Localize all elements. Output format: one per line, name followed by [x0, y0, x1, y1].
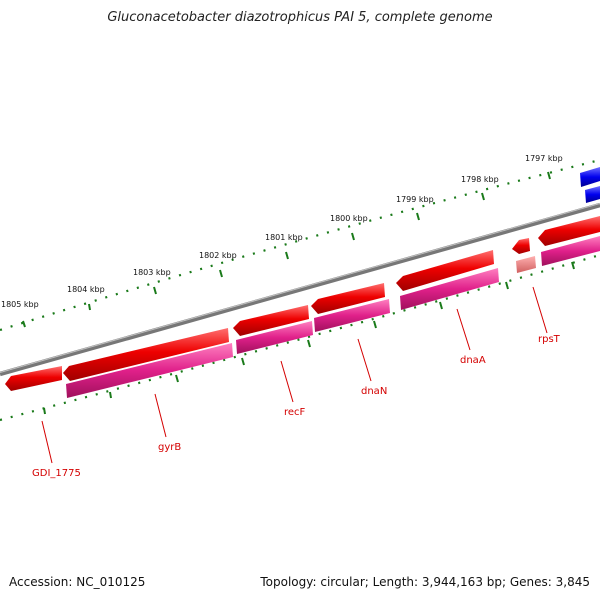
- map-title: Gluconacetobacter diazotrophicus PAI 5, …: [107, 10, 493, 25]
- accession-text: Accession: NC_010125: [9, 575, 146, 589]
- scale-label-1797: 1797 kbp: [525, 154, 563, 163]
- gene-arrow-dnan[interactable]: [311, 283, 385, 314]
- gene-label-dnaa: dnaA: [460, 355, 486, 366]
- gene-leader-lines: [41, 286, 548, 464]
- gene-label-gdi-1775: GDI_1775: [32, 468, 81, 479]
- gene-label-gyrb: gyrB: [158, 442, 181, 453]
- gene-arrow-rpst[interactable]: [512, 238, 530, 254]
- inner-scale-track: [0, 253, 600, 422]
- gene-arrow-dnaa[interactable]: [396, 250, 494, 291]
- blue-feature-lower[interactable]: [585, 186, 600, 203]
- scale-label-1803: 1803 kbp: [133, 268, 171, 277]
- gene-arrow-gdi-1775[interactable]: [5, 366, 62, 391]
- scale-label-1799: 1799 kbp: [396, 195, 434, 204]
- gene-arrow-recf[interactable]: [233, 305, 309, 336]
- blue-feature-upper[interactable]: [580, 167, 600, 187]
- gene-arrow-gyrb[interactable]: [63, 328, 229, 381]
- cds-arrow-right-edge[interactable]: [541, 236, 600, 266]
- scale-label-1805: 1805 kbp: [1, 300, 39, 309]
- scale-labels: 1797 kbp 1798 kbp 1799 kbp 1800 kbp 1801…: [1, 154, 563, 309]
- scale-label-1801: 1801 kbp: [265, 233, 303, 242]
- cds-arrow-dnaa[interactable]: [400, 268, 499, 310]
- genome-backbone: [0, 202, 600, 377]
- scale-label-1802: 1802 kbp: [199, 251, 237, 260]
- cds-arrow-recf[interactable]: [236, 321, 313, 354]
- inner-major-ticks: [43, 261, 575, 415]
- gene-labels: rpsT dnaA dnaN recF gyrB GDI_1775: [32, 334, 561, 479]
- cds-arrow-rpst[interactable]: [516, 256, 536, 273]
- gene-label-dnan: dnaN: [361, 386, 387, 397]
- topology-text: Topology: circular; Length: 3,944,163 bp…: [260, 575, 590, 589]
- gene-features: [5, 167, 600, 398]
- outer-major-ticks: [22, 171, 551, 328]
- gene-label-rpst: rpsT: [538, 334, 561, 345]
- gene-label-recf: recF: [284, 407, 306, 418]
- scale-label-1804: 1804 kbp: [67, 285, 105, 294]
- gene-arrow-right-edge[interactable]: [538, 216, 600, 246]
- cds-arrow-dnan[interactable]: [314, 299, 390, 332]
- scale-label-1800: 1800 kbp: [330, 214, 368, 223]
- cds-arrow-gyrb[interactable]: [66, 343, 233, 398]
- scale-label-1798: 1798 kbp: [461, 175, 499, 184]
